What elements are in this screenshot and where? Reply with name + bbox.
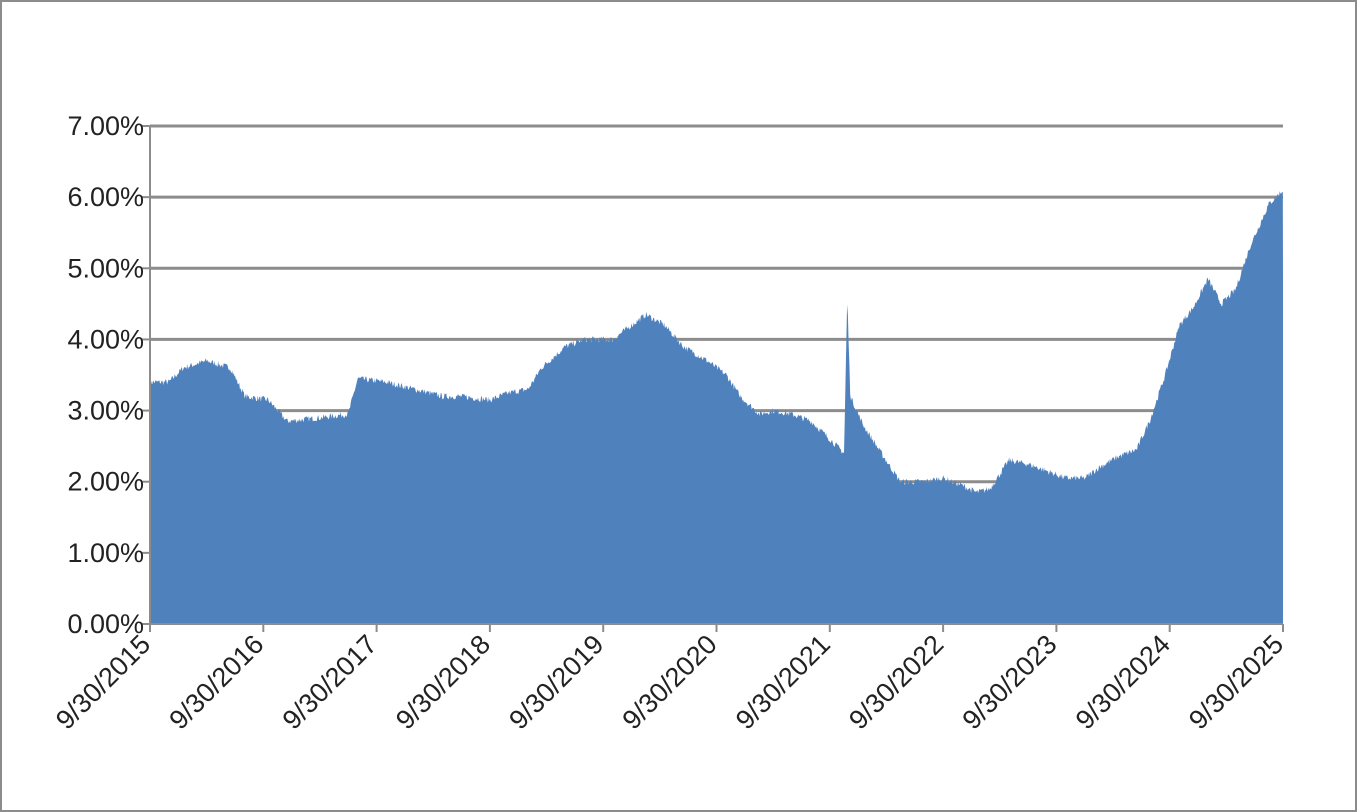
x-tick-label: 9/30/2015 <box>50 629 156 735</box>
y-tick-labels: 0.00% 1.00% 2.00% 3.00% 4.00% 5.00% 6.00% 7.00% <box>67 111 144 639</box>
y-tick-label: 6.00% <box>67 182 144 212</box>
y-tick-label: 4.00% <box>67 324 144 354</box>
x-tick-label: 9/30/2023 <box>956 629 1062 735</box>
x-tick-label: 9/30/2024 <box>1070 629 1176 735</box>
series-area <box>150 191 1283 624</box>
area-series <box>150 191 1283 624</box>
x-tick-label: 9/30/2016 <box>163 629 269 735</box>
axes <box>142 125 1284 632</box>
x-tick-label: 9/30/2020 <box>617 629 723 735</box>
y-tick-label: 0.00% <box>67 609 144 639</box>
y-tick-label: 2.00% <box>67 467 144 497</box>
x-tick-label: 9/30/2017 <box>277 629 383 735</box>
y-tick-label: 1.00% <box>67 538 144 568</box>
x-tick-label: 9/30/2022 <box>843 629 949 735</box>
x-tick-labels: 9/30/2015 9/30/2016 9/30/2017 9/30/2018 9/30… <box>50 629 1289 735</box>
x-tick-label: 9/30/2021 <box>730 629 836 735</box>
y-tick-label: 7.00% <box>67 111 144 141</box>
x-tick-label: 9/30/2019 <box>503 629 609 735</box>
y-tick-label: 3.00% <box>67 396 144 426</box>
x-tick-label: 9/30/2025 <box>1183 629 1289 735</box>
x-tick-label: 9/30/2018 <box>390 629 496 735</box>
y-tick-label: 5.00% <box>67 253 144 283</box>
